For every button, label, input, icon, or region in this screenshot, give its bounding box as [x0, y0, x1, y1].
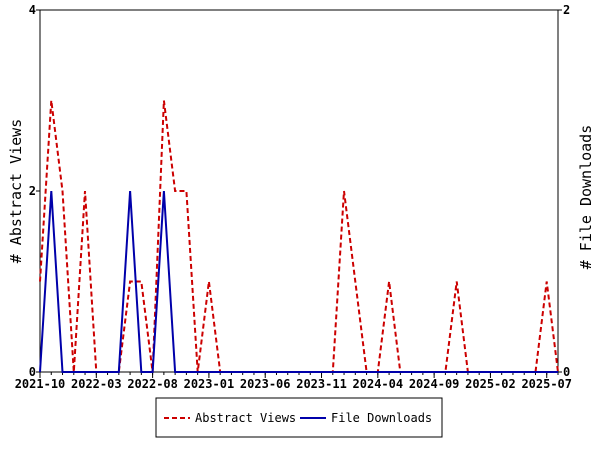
x-tick-label: 2022-08: [127, 377, 178, 391]
y-left-tick-label: 4: [29, 3, 36, 17]
y-left-tick-label: 2: [29, 184, 36, 198]
x-tick-label: 2023-01: [184, 377, 235, 391]
x-tick-label: 2024-04: [353, 377, 404, 391]
legend-label-file-downloads: File Downloads: [331, 411, 432, 425]
plot-area: [39, 9, 559, 373]
series-layer: [39, 100, 559, 373]
x-tick-label: 2025-07: [521, 377, 572, 391]
x-tick-label: 2021-10: [15, 377, 66, 391]
y-left-axis-title: # Abstract Views: [7, 119, 25, 264]
y-left-tick-label: 0: [29, 365, 36, 379]
y-right-tick-label: 2: [563, 3, 570, 17]
x-tick-label: 2023-06: [240, 377, 291, 391]
legend-label-abstract-views: Abstract Views: [195, 411, 296, 425]
x-tick-label: 2024-09: [409, 377, 460, 391]
y-right-axis-title: # File Downloads: [577, 125, 595, 270]
x-tick-label: 2023-11: [296, 377, 347, 391]
labels-layer: 2021-10 2022-03 2022-08 2023-01 2023-06 2023-…: [15, 3, 572, 391]
y-right-tick-label: 0: [563, 365, 570, 379]
x-tick-label: 2022-03: [71, 377, 122, 391]
legend: Abstract Views File Downloads: [155, 397, 443, 438]
legend-box: [155, 397, 443, 438]
x-tick-label: 2025-02: [465, 377, 516, 391]
